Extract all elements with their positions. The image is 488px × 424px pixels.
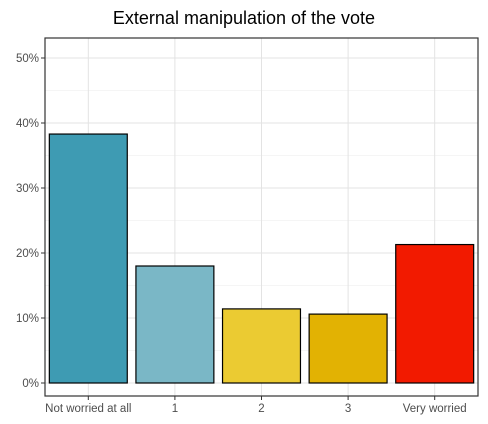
y-tick-label: 10% [16,313,39,325]
y-tick-label: 30% [16,183,39,195]
y-tick-label: 50% [16,53,39,65]
y-tick-label: 20% [16,248,39,260]
x-tick-label: Very worried [403,403,467,415]
x-tick-label: 3 [345,403,351,415]
bars [48,133,475,384]
x-tick-label: 2 [258,403,264,415]
y-tick-label: 0% [22,378,39,390]
x-tick-label: Not worried at all [45,403,131,415]
bar-1 [48,133,128,384]
x-tick-label: 1 [172,403,178,415]
bar-2 [135,265,215,384]
chart-title: External manipulation of the vote [112,8,376,28]
axes: 0% 10% 20% 30% 40% 50% Not worried at all 1 2 3 Ve… [16,37,479,415]
bar-4 [308,313,388,384]
bar-5 [395,243,475,384]
y-tick-label: 40% [16,118,39,130]
bar-3 [221,308,302,384]
